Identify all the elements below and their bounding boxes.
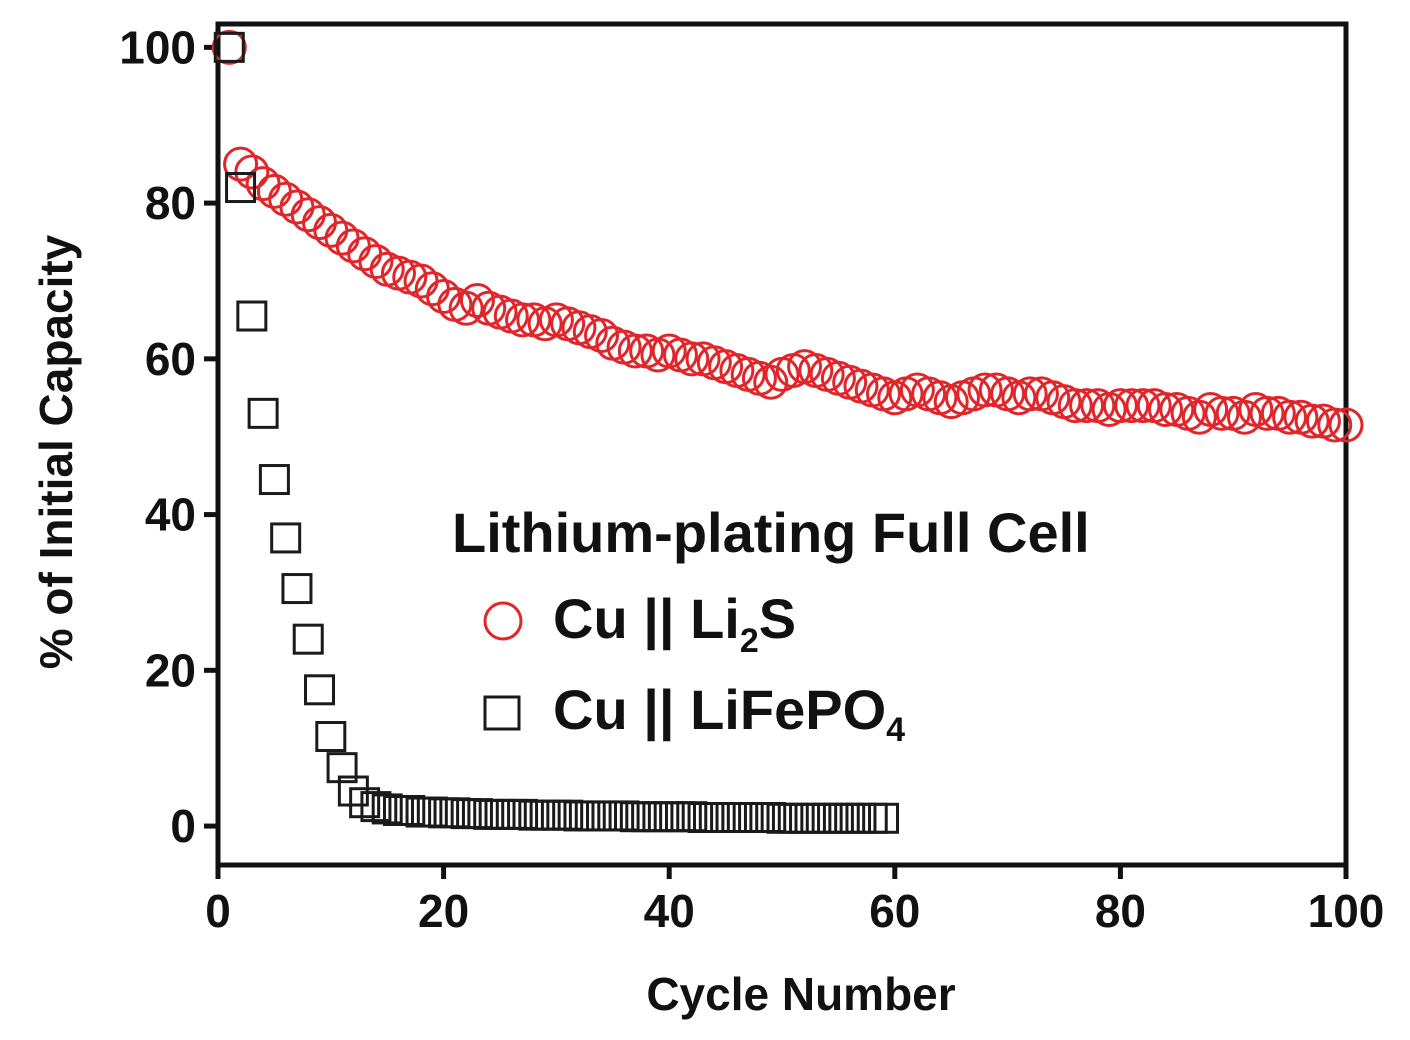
data-point [223,146,259,182]
y-axis: 0 20 40 60 80 100 [119,21,218,852]
data-point [1181,399,1217,435]
x-tick-label: 40 [644,885,695,937]
data-point [358,244,394,280]
data-point [505,302,541,338]
data-point [584,317,620,353]
legend-label-li2s-main: Cu || Li [553,587,740,651]
data-point [335,228,371,264]
legend-label-li2s: Cu || Li2S [553,587,796,660]
data-point [1294,403,1330,439]
data-point [459,282,495,318]
data-point [247,397,279,429]
x-axis-title: Cycle Number [646,968,955,1020]
y-tick-label: 80 [145,177,196,229]
x-tick-label: 80 [1095,885,1146,937]
y-axis-title: % of Initial Capacity [30,234,82,669]
x-axis: 0 20 40 60 80 100 [205,865,1384,937]
data-point [674,341,710,377]
data-point [1204,395,1240,431]
data-point [326,752,358,784]
data-point [270,522,302,554]
legend-title: Lithium-plating Full Cell [452,501,1090,564]
series-cu-li2s [211,29,1364,443]
data-point [1057,388,1093,424]
data-point [234,154,270,190]
data-point [268,181,304,217]
data-point [448,290,484,326]
data-point [281,573,313,605]
plot-frame [215,21,1349,868]
x-tick-label: 100 [1308,885,1385,937]
data-point [304,674,336,706]
data-point [292,623,324,655]
legend-marker-circle [483,601,523,641]
y-tick-label: 20 [145,644,196,696]
data-point [1012,376,1048,412]
data-point [360,791,392,823]
data-point [302,205,338,241]
y-tick-label: 40 [145,489,196,541]
legend-label-lifepo4-sub: 4 [886,711,905,749]
data-point [347,236,383,272]
data-point [426,279,462,315]
data-point [236,300,268,332]
data-point [371,793,403,825]
plot-area [215,21,1349,868]
data-point [258,464,290,496]
data-point [967,372,1003,408]
data-point [1148,391,1184,427]
data-point [211,29,247,65]
legend-label-li2s-tail: S [759,587,796,650]
data-point [324,220,360,256]
data-point [256,173,292,209]
data-point [868,802,900,834]
data-point [394,794,426,826]
data-point [1069,388,1105,424]
legend-marker-square [483,695,521,731]
legend-label-li2s-sub: 2 [740,622,759,660]
data-point [403,263,439,299]
data-point [1317,407,1353,443]
data-point [753,364,789,400]
legend-label-lifepo4-main: Cu || LiFePO [553,678,886,742]
y-tick-label: 0 [170,800,196,852]
data-point [315,721,347,753]
x-tick-label: 0 [205,885,231,937]
data-point [313,212,349,248]
legend: Lithium-plating Full Cell Cu || Li2S Cu … [452,501,1090,749]
y-tick-label: 100 [119,21,196,73]
series-cu-lifepo4 [213,31,900,834]
data-point [1272,399,1308,435]
data-point [279,189,315,225]
data-point [290,197,326,233]
x-tick-label: 20 [418,885,469,937]
y-tick-label: 60 [145,333,196,385]
data-point [617,333,653,369]
data-point [337,775,369,807]
data-point [349,787,381,819]
data-point [1226,399,1262,435]
x-tick-label: 60 [869,885,920,937]
data-point [1328,407,1364,443]
legend-label-lifepo4: Cu || LiFePO4 [553,678,905,749]
data-point [1114,388,1150,424]
series-layer [211,29,1364,834]
data-point [1249,395,1285,431]
data-point [213,31,245,63]
data-point [1102,388,1138,424]
data-point [1125,388,1161,424]
data-point [225,172,257,204]
